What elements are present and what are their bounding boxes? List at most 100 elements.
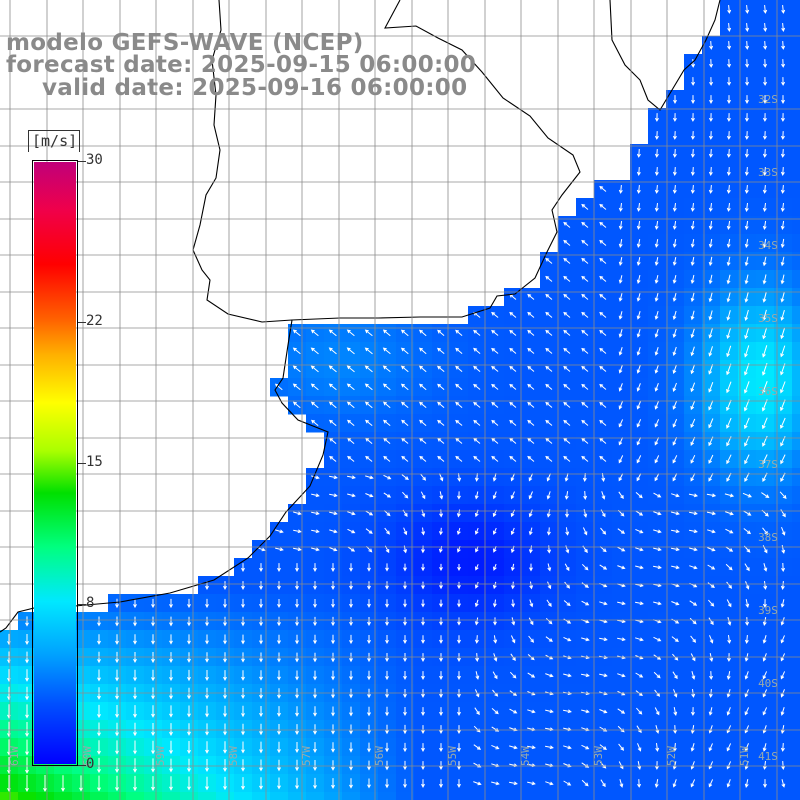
wind-arrow <box>636 185 641 194</box>
wind-arrow <box>726 185 731 194</box>
wind-arrow <box>599 257 607 264</box>
wind-cell <box>792 198 800 217</box>
wind-arrow <box>762 527 769 536</box>
wind-arrow <box>617 565 626 570</box>
wind-cell <box>612 792 631 800</box>
wind-arrow <box>492 473 497 482</box>
wind-cell <box>792 342 800 361</box>
wind-arrow <box>439 617 443 626</box>
wind-arrow <box>744 220 749 231</box>
wind-arrow <box>653 547 662 552</box>
wind-arrow <box>654 131 659 140</box>
wind-arrow <box>726 725 732 734</box>
wind-arrow <box>780 345 786 358</box>
wind-arrow <box>743 528 752 535</box>
wind-arrow <box>618 203 623 212</box>
wind-cell <box>360 792 379 800</box>
wind-arrow <box>690 203 695 212</box>
wind-arrow <box>403 599 407 608</box>
wind-arrow <box>295 634 299 645</box>
wind-arrow <box>151 616 155 627</box>
wind-arrow <box>636 473 642 482</box>
wind-arrow <box>529 563 533 572</box>
wind-arrow <box>241 563 245 572</box>
wind-arrow <box>277 634 281 645</box>
wind-cell <box>306 792 325 800</box>
wind-arrow <box>744 563 750 572</box>
wind-arrow <box>329 511 338 516</box>
wind-arrow <box>545 617 553 625</box>
wind-arrow <box>328 475 338 480</box>
wind-cell <box>90 792 109 800</box>
wind-arrow <box>277 741 281 754</box>
wind-arrow <box>672 221 677 230</box>
wind-arrow <box>654 149 659 158</box>
wind-arrow <box>545 347 553 354</box>
wind-arrow <box>401 474 409 481</box>
wind-arrow <box>385 724 389 735</box>
wind-arrow <box>599 185 607 192</box>
wind-arrow <box>473 744 482 750</box>
wind-arrow <box>636 347 641 356</box>
wind-arrow <box>313 599 317 609</box>
wind-arrow <box>744 238 749 249</box>
wind-arrow <box>421 563 425 572</box>
colorbar-tick-label: 8 <box>86 594 95 611</box>
wind-arrow <box>403 671 407 681</box>
wind-arrow <box>365 493 374 498</box>
wind-arrow <box>403 563 407 572</box>
wind-arrow <box>382 419 391 426</box>
wind-arrow <box>690 418 696 429</box>
wind-arrow <box>619 779 624 788</box>
wind-arrow <box>241 723 245 736</box>
wind-arrow <box>599 329 607 336</box>
wind-arrow <box>672 779 677 788</box>
wind-arrow <box>293 529 302 534</box>
wind-arrow <box>187 723 191 736</box>
wind-arrow <box>277 724 281 736</box>
colorbar-unit-frame <box>28 130 80 152</box>
wind-arrow <box>115 634 119 645</box>
wind-arrow <box>654 203 659 212</box>
wind-arrow <box>637 743 642 752</box>
wind-arrow <box>636 256 641 266</box>
wind-arrow <box>691 95 695 104</box>
wind-arrow <box>672 743 677 752</box>
wind-arrow <box>689 600 698 606</box>
wind-arrow <box>581 779 589 787</box>
wind-arrow <box>780 238 785 249</box>
wind-arrow <box>25 669 29 682</box>
wind-arrow <box>780 256 785 267</box>
wind-arrow <box>492 671 498 680</box>
wind-arrow <box>781 41 786 50</box>
wind-arrow <box>762 761 767 770</box>
wind-arrow <box>563 293 571 300</box>
wind-arrow <box>403 760 407 771</box>
wind-arrow <box>618 329 623 338</box>
wind-cell <box>792 702 800 721</box>
wind-cell <box>792 126 800 145</box>
wind-arrow <box>581 275 589 282</box>
wind-arrow <box>690 382 696 393</box>
wind-arrow <box>169 740 173 755</box>
wind-arrow <box>365 528 373 534</box>
wind-arrow <box>331 563 335 572</box>
wind-arrow <box>745 59 750 68</box>
wind-arrow <box>383 474 392 480</box>
wind-arrow <box>510 563 515 572</box>
wind-arrow <box>367 599 371 608</box>
wind-arrow <box>617 546 626 552</box>
wind-arrow <box>277 777 281 790</box>
wind-arrow <box>367 670 371 681</box>
wind-arrow <box>439 581 443 590</box>
wind-arrow <box>492 599 497 608</box>
wind-arrow <box>690 328 695 339</box>
wind-arrow <box>509 437 517 444</box>
wind-arrow <box>241 777 245 790</box>
wind-arrow <box>385 635 389 645</box>
wind-arrow <box>331 634 335 645</box>
wind-arrow <box>346 365 355 373</box>
wind-arrow <box>563 636 572 642</box>
wind-arrow <box>672 131 677 140</box>
wind-arrow <box>690 310 695 321</box>
